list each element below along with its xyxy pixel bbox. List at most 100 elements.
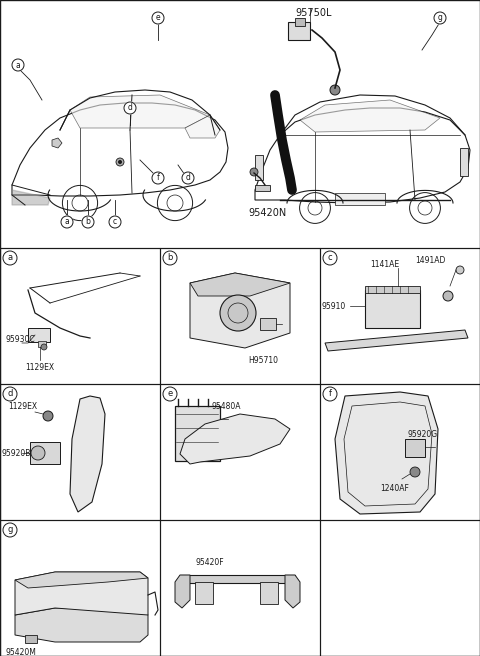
Polygon shape — [15, 572, 148, 588]
Circle shape — [434, 12, 446, 24]
Polygon shape — [190, 273, 290, 348]
Polygon shape — [180, 414, 290, 464]
Text: f: f — [156, 173, 159, 182]
Text: d: d — [186, 173, 191, 182]
Bar — [38, 341, 46, 347]
Bar — [28, 328, 50, 342]
Bar — [0, 384, 160, 520]
Polygon shape — [190, 273, 290, 296]
Bar — [295, 18, 305, 26]
Polygon shape — [70, 95, 210, 128]
Circle shape — [410, 467, 420, 477]
Text: 95910: 95910 — [322, 302, 346, 311]
Circle shape — [3, 251, 17, 265]
Bar — [180, 575, 295, 583]
Circle shape — [220, 295, 256, 331]
Bar — [260, 582, 278, 604]
Text: 95750L: 95750L — [295, 8, 332, 18]
Circle shape — [323, 251, 337, 265]
Bar — [255, 155, 263, 180]
Circle shape — [330, 85, 340, 95]
Bar — [365, 286, 420, 293]
Text: e: e — [156, 14, 160, 22]
Bar — [160, 384, 320, 520]
Circle shape — [182, 172, 194, 184]
Text: 1141AE: 1141AE — [370, 260, 399, 269]
Circle shape — [250, 168, 258, 176]
Text: a: a — [16, 60, 20, 70]
Bar — [288, 22, 310, 40]
Text: c: c — [113, 218, 117, 226]
Text: 95420F: 95420F — [195, 558, 224, 567]
Circle shape — [116, 158, 124, 166]
Text: b: b — [168, 253, 173, 262]
Text: a: a — [65, 218, 70, 226]
Circle shape — [163, 251, 177, 265]
Polygon shape — [15, 608, 148, 642]
Text: 1240AF: 1240AF — [380, 484, 409, 493]
Text: f: f — [328, 390, 332, 398]
Bar — [195, 582, 213, 604]
Circle shape — [3, 523, 17, 537]
Bar — [175, 406, 220, 461]
Circle shape — [3, 387, 17, 401]
Polygon shape — [15, 572, 148, 615]
Circle shape — [443, 291, 453, 301]
Text: g: g — [438, 14, 443, 22]
Circle shape — [124, 102, 136, 114]
Polygon shape — [12, 190, 50, 205]
Circle shape — [163, 387, 177, 401]
Circle shape — [323, 387, 337, 401]
Bar — [320, 248, 480, 384]
Text: g: g — [7, 525, 12, 535]
Circle shape — [43, 411, 53, 421]
Text: c: c — [328, 253, 332, 262]
Bar — [335, 193, 385, 205]
Text: 95920G: 95920G — [408, 430, 438, 439]
Polygon shape — [175, 575, 190, 608]
Polygon shape — [70, 396, 105, 512]
Text: d: d — [7, 390, 12, 398]
Circle shape — [41, 344, 47, 350]
Text: 95920B: 95920B — [2, 449, 31, 458]
Text: b: b — [85, 218, 90, 226]
Circle shape — [31, 446, 45, 460]
Circle shape — [152, 172, 164, 184]
Bar — [320, 520, 480, 656]
Bar — [460, 148, 468, 176]
Bar — [320, 384, 480, 520]
Circle shape — [82, 216, 94, 228]
Text: 1129EX: 1129EX — [25, 363, 54, 372]
Text: d: d — [128, 104, 132, 112]
Text: 95420N: 95420N — [248, 208, 286, 218]
Polygon shape — [335, 392, 438, 514]
Text: 1491AD: 1491AD — [415, 256, 445, 265]
Text: 95480A: 95480A — [212, 402, 241, 411]
Bar — [260, 318, 276, 330]
Text: 95420M: 95420M — [5, 648, 36, 656]
Text: H95710: H95710 — [248, 356, 278, 365]
Bar — [365, 290, 420, 328]
Bar — [255, 185, 270, 191]
Text: e: e — [168, 390, 173, 398]
Polygon shape — [300, 100, 440, 132]
Bar — [30, 442, 60, 464]
Bar — [405, 439, 425, 457]
Polygon shape — [52, 138, 62, 148]
Circle shape — [61, 216, 73, 228]
Text: 1129EX: 1129EX — [8, 402, 37, 411]
Polygon shape — [185, 115, 220, 138]
Text: a: a — [7, 253, 12, 262]
Circle shape — [118, 160, 122, 164]
Circle shape — [152, 12, 164, 24]
Text: 95930C: 95930C — [5, 335, 35, 344]
Circle shape — [456, 266, 464, 274]
Bar — [160, 520, 320, 656]
Circle shape — [12, 59, 24, 71]
Bar — [0, 520, 160, 656]
Circle shape — [109, 216, 121, 228]
Bar — [160, 248, 320, 384]
Bar — [0, 248, 160, 384]
Polygon shape — [285, 575, 300, 608]
Bar — [25, 635, 37, 643]
